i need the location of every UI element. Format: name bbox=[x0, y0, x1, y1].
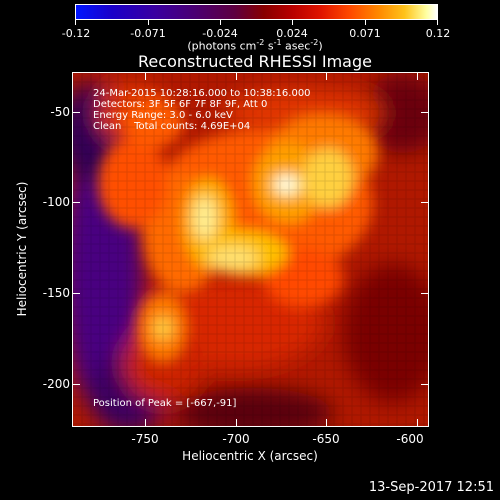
colorbar bbox=[75, 4, 438, 20]
y-tick-label: -50 bbox=[50, 105, 70, 119]
y-major-tick bbox=[421, 293, 429, 294]
x-axis-label: Heliocentric X (arcsec) bbox=[182, 449, 318, 463]
x-tick-label: -700 bbox=[222, 432, 250, 446]
y-tick-label: -150 bbox=[42, 286, 70, 300]
colorbar-tick-label: 0.071 bbox=[349, 27, 381, 40]
rhessi-image: 24-Mar-2015 10:28:16.000 to 10:38:16.000… bbox=[72, 72, 429, 427]
units-text: s bbox=[264, 39, 274, 53]
y-major-tick bbox=[72, 112, 80, 113]
colorbar-tick bbox=[365, 20, 366, 25]
y-major-tick bbox=[72, 384, 80, 385]
y-axis-label: Heliocentric Y (arcsec) bbox=[15, 181, 29, 317]
rhessi-image-map bbox=[73, 73, 428, 426]
colorbar-tick-label: 0.12 bbox=[425, 27, 451, 40]
units-text: ) bbox=[318, 39, 323, 53]
colorbar-tick-label: 0.024 bbox=[276, 27, 308, 40]
colorbar-tick-label: -0.071 bbox=[130, 27, 166, 40]
info-time-range: 24-Mar-2015 10:28:16.000 to 10:38:16.000 bbox=[93, 88, 311, 99]
x-major-tick bbox=[145, 419, 146, 427]
x-major-tick bbox=[145, 72, 146, 80]
colorbar-units: (photons cm-2 s-1 asec-2) bbox=[187, 38, 322, 53]
x-major-tick bbox=[326, 419, 327, 427]
x-tick-label: -600 bbox=[396, 432, 424, 446]
info-energy-range: Energy Range: 3.0 - 6.0 keV bbox=[93, 110, 233, 121]
x-major-tick bbox=[236, 72, 237, 80]
y-major-tick bbox=[421, 202, 429, 203]
units-exponent: -2 bbox=[256, 38, 265, 47]
colorbar-tick-label: -0.024 bbox=[202, 27, 238, 40]
units-text: asec bbox=[281, 39, 311, 53]
y-tick-label: -100 bbox=[42, 195, 70, 209]
plot-title: Reconstructed RHESSI Image bbox=[138, 52, 372, 71]
units-exponent: -2 bbox=[310, 38, 319, 47]
x-tick-label: -650 bbox=[312, 432, 340, 446]
colorbar-tick-label: -0.12 bbox=[61, 27, 91, 40]
x-tick-label: -750 bbox=[131, 432, 159, 446]
colorbar-tick bbox=[148, 20, 149, 25]
y-major-tick bbox=[421, 112, 429, 113]
y-major-tick bbox=[72, 202, 80, 203]
y-tick-label: -200 bbox=[42, 377, 70, 391]
x-major-tick bbox=[417, 72, 418, 80]
x-major-tick bbox=[326, 72, 327, 80]
info-clean-counts: Clean Total counts: 4.69E+04 bbox=[93, 121, 251, 132]
units-exponent: -1 bbox=[273, 38, 282, 47]
footer-timestamp: 13-Sep-2017 12:51 bbox=[368, 480, 494, 495]
colorbar-tick bbox=[437, 20, 438, 25]
y-major-tick bbox=[421, 384, 429, 385]
info-peak-position: Position of Peak = [-667,-91] bbox=[93, 398, 237, 409]
colorbar-tick bbox=[220, 20, 221, 25]
x-major-tick bbox=[236, 419, 237, 427]
info-detectors: Detectors: 3F 5F 6F 7F 8F 9F, Att 0 bbox=[93, 99, 268, 110]
colorbar-tick bbox=[292, 20, 293, 25]
y-major-tick bbox=[72, 293, 80, 294]
units-text: (photons cm bbox=[187, 39, 257, 53]
x-major-tick bbox=[417, 419, 418, 427]
colorbar-tick bbox=[75, 20, 76, 25]
